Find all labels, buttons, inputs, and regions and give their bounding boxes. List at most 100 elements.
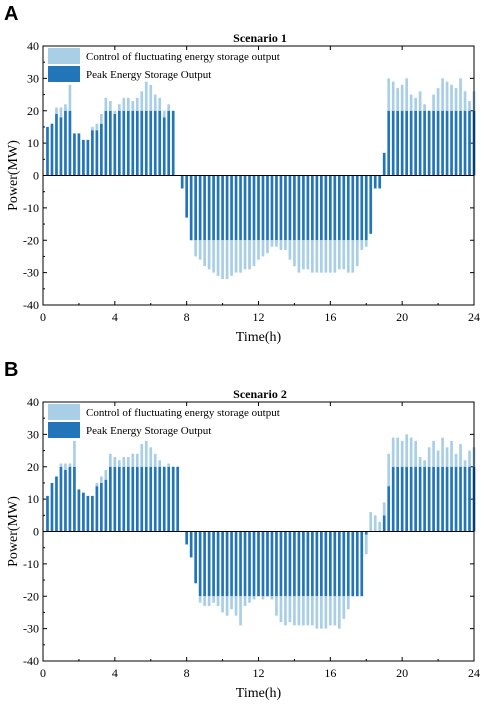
x-tick-label: 16 [324, 310, 336, 324]
y-axis-label: Power(MW) [6, 496, 21, 567]
legend-swatch-peak [48, 66, 80, 82]
bar-fluct [293, 596, 296, 626]
bar-fluct [252, 240, 256, 267]
bar-fluct [73, 440, 76, 467]
bar-fluct [302, 596, 305, 626]
bar-fluct [355, 240, 359, 267]
x-tick-label: 20 [396, 310, 408, 324]
bar-peak [126, 466, 130, 532]
bar-peak [405, 466, 409, 532]
bar-peak [225, 531, 229, 597]
bar-peak [463, 110, 467, 176]
bar-peak [346, 175, 350, 241]
legend-swatch-peak [48, 422, 80, 438]
x-tick-label: 20 [396, 666, 408, 680]
legend-label-fluct: Control of fluctuating energy storage ou… [86, 51, 280, 63]
bar-fluct [144, 81, 148, 111]
bar-peak [436, 466, 440, 532]
bar-fluct [387, 453, 391, 487]
x-tick-label: 4 [112, 310, 118, 324]
bar-peak [378, 175, 382, 189]
bar-fluct [346, 240, 350, 273]
bar-peak [203, 531, 206, 597]
bar-peak [86, 495, 90, 532]
bar-peak [261, 175, 265, 241]
bar-fluct [248, 240, 251, 270]
bar-peak [320, 175, 323, 241]
bar-fluct [351, 240, 355, 273]
bar-peak [400, 110, 404, 176]
legend-label-peak: Peak Energy Storage Output [86, 425, 211, 437]
bar-peak [337, 175, 341, 241]
bar-peak [324, 531, 328, 597]
bar-fluct [369, 512, 373, 532]
bar-peak [423, 110, 426, 176]
bar-fluct [279, 240, 283, 250]
bar-fluct [207, 596, 211, 606]
bar-fluct [463, 91, 467, 111]
bar-fluct [108, 101, 112, 111]
bar-peak [275, 175, 278, 241]
bar-fluct [59, 107, 63, 118]
bar-fluct [360, 240, 364, 250]
bar-fluct [293, 240, 296, 267]
bar-fluct [108, 453, 112, 467]
bar-peak [252, 175, 256, 241]
legend-swatch-fluct [48, 48, 80, 64]
legend-swatch-fluct [48, 404, 80, 420]
bar-fluct [212, 240, 215, 273]
bar-fluct [468, 450, 471, 467]
bar-peak [189, 531, 193, 558]
bar-fluct [104, 97, 108, 111]
bar-peak [64, 469, 67, 532]
bar-peak [248, 531, 251, 597]
panel-label: B [4, 359, 18, 381]
bar-fluct [405, 78, 409, 111]
bar-peak [337, 531, 341, 597]
bar-peak [351, 175, 355, 241]
bar-peak [82, 492, 85, 532]
bar-peak [418, 110, 422, 176]
bar-peak [73, 466, 76, 532]
bar-fluct [396, 88, 400, 111]
bar-fluct [364, 240, 368, 247]
bar-fluct [221, 240, 224, 280]
bar-peak [293, 175, 296, 241]
bar-peak [216, 531, 220, 597]
bar-fluct [468, 101, 471, 111]
bar-peak [135, 466, 139, 532]
panel-scenario-1: A Scenario 1 -40 -30 -20 -10 0 10 20 30 40 0 4 8 12… [4, 3, 480, 345]
bar-fluct [324, 240, 328, 273]
bar-peak [279, 531, 283, 597]
bar-fluct [248, 596, 251, 603]
bar-peak [468, 110, 471, 176]
bar-fluct [261, 596, 265, 600]
bar-fluct [135, 453, 139, 467]
bar-peak [414, 466, 417, 532]
x-tick-label: 8 [184, 310, 190, 324]
bar-fluct [100, 113, 103, 124]
bar-fluct [113, 110, 117, 114]
y-tick-label: -40 [23, 298, 39, 312]
bar-peak [212, 531, 215, 597]
bar-peak [167, 110, 171, 176]
bar-fluct [450, 84, 453, 111]
bar-peak [288, 175, 292, 241]
y-tick-label: -20 [23, 589, 39, 603]
bar-fluct [230, 596, 233, 610]
bar-peak [409, 466, 413, 532]
bar-peak [46, 126, 49, 176]
x-tick-label: 4 [112, 666, 118, 680]
y-tick-label: -10 [23, 201, 39, 215]
bar-peak [396, 466, 400, 532]
bar-peak [46, 495, 49, 532]
bar-peak [207, 531, 211, 597]
bar-peak [77, 489, 81, 532]
bar-fluct [252, 596, 256, 600]
bar-fluct [55, 107, 58, 114]
bar-peak [432, 110, 435, 176]
bar-peak [432, 466, 435, 532]
bar-peak [396, 110, 400, 176]
y-tick-label: 10 [27, 136, 39, 150]
bar-peak [243, 531, 247, 597]
